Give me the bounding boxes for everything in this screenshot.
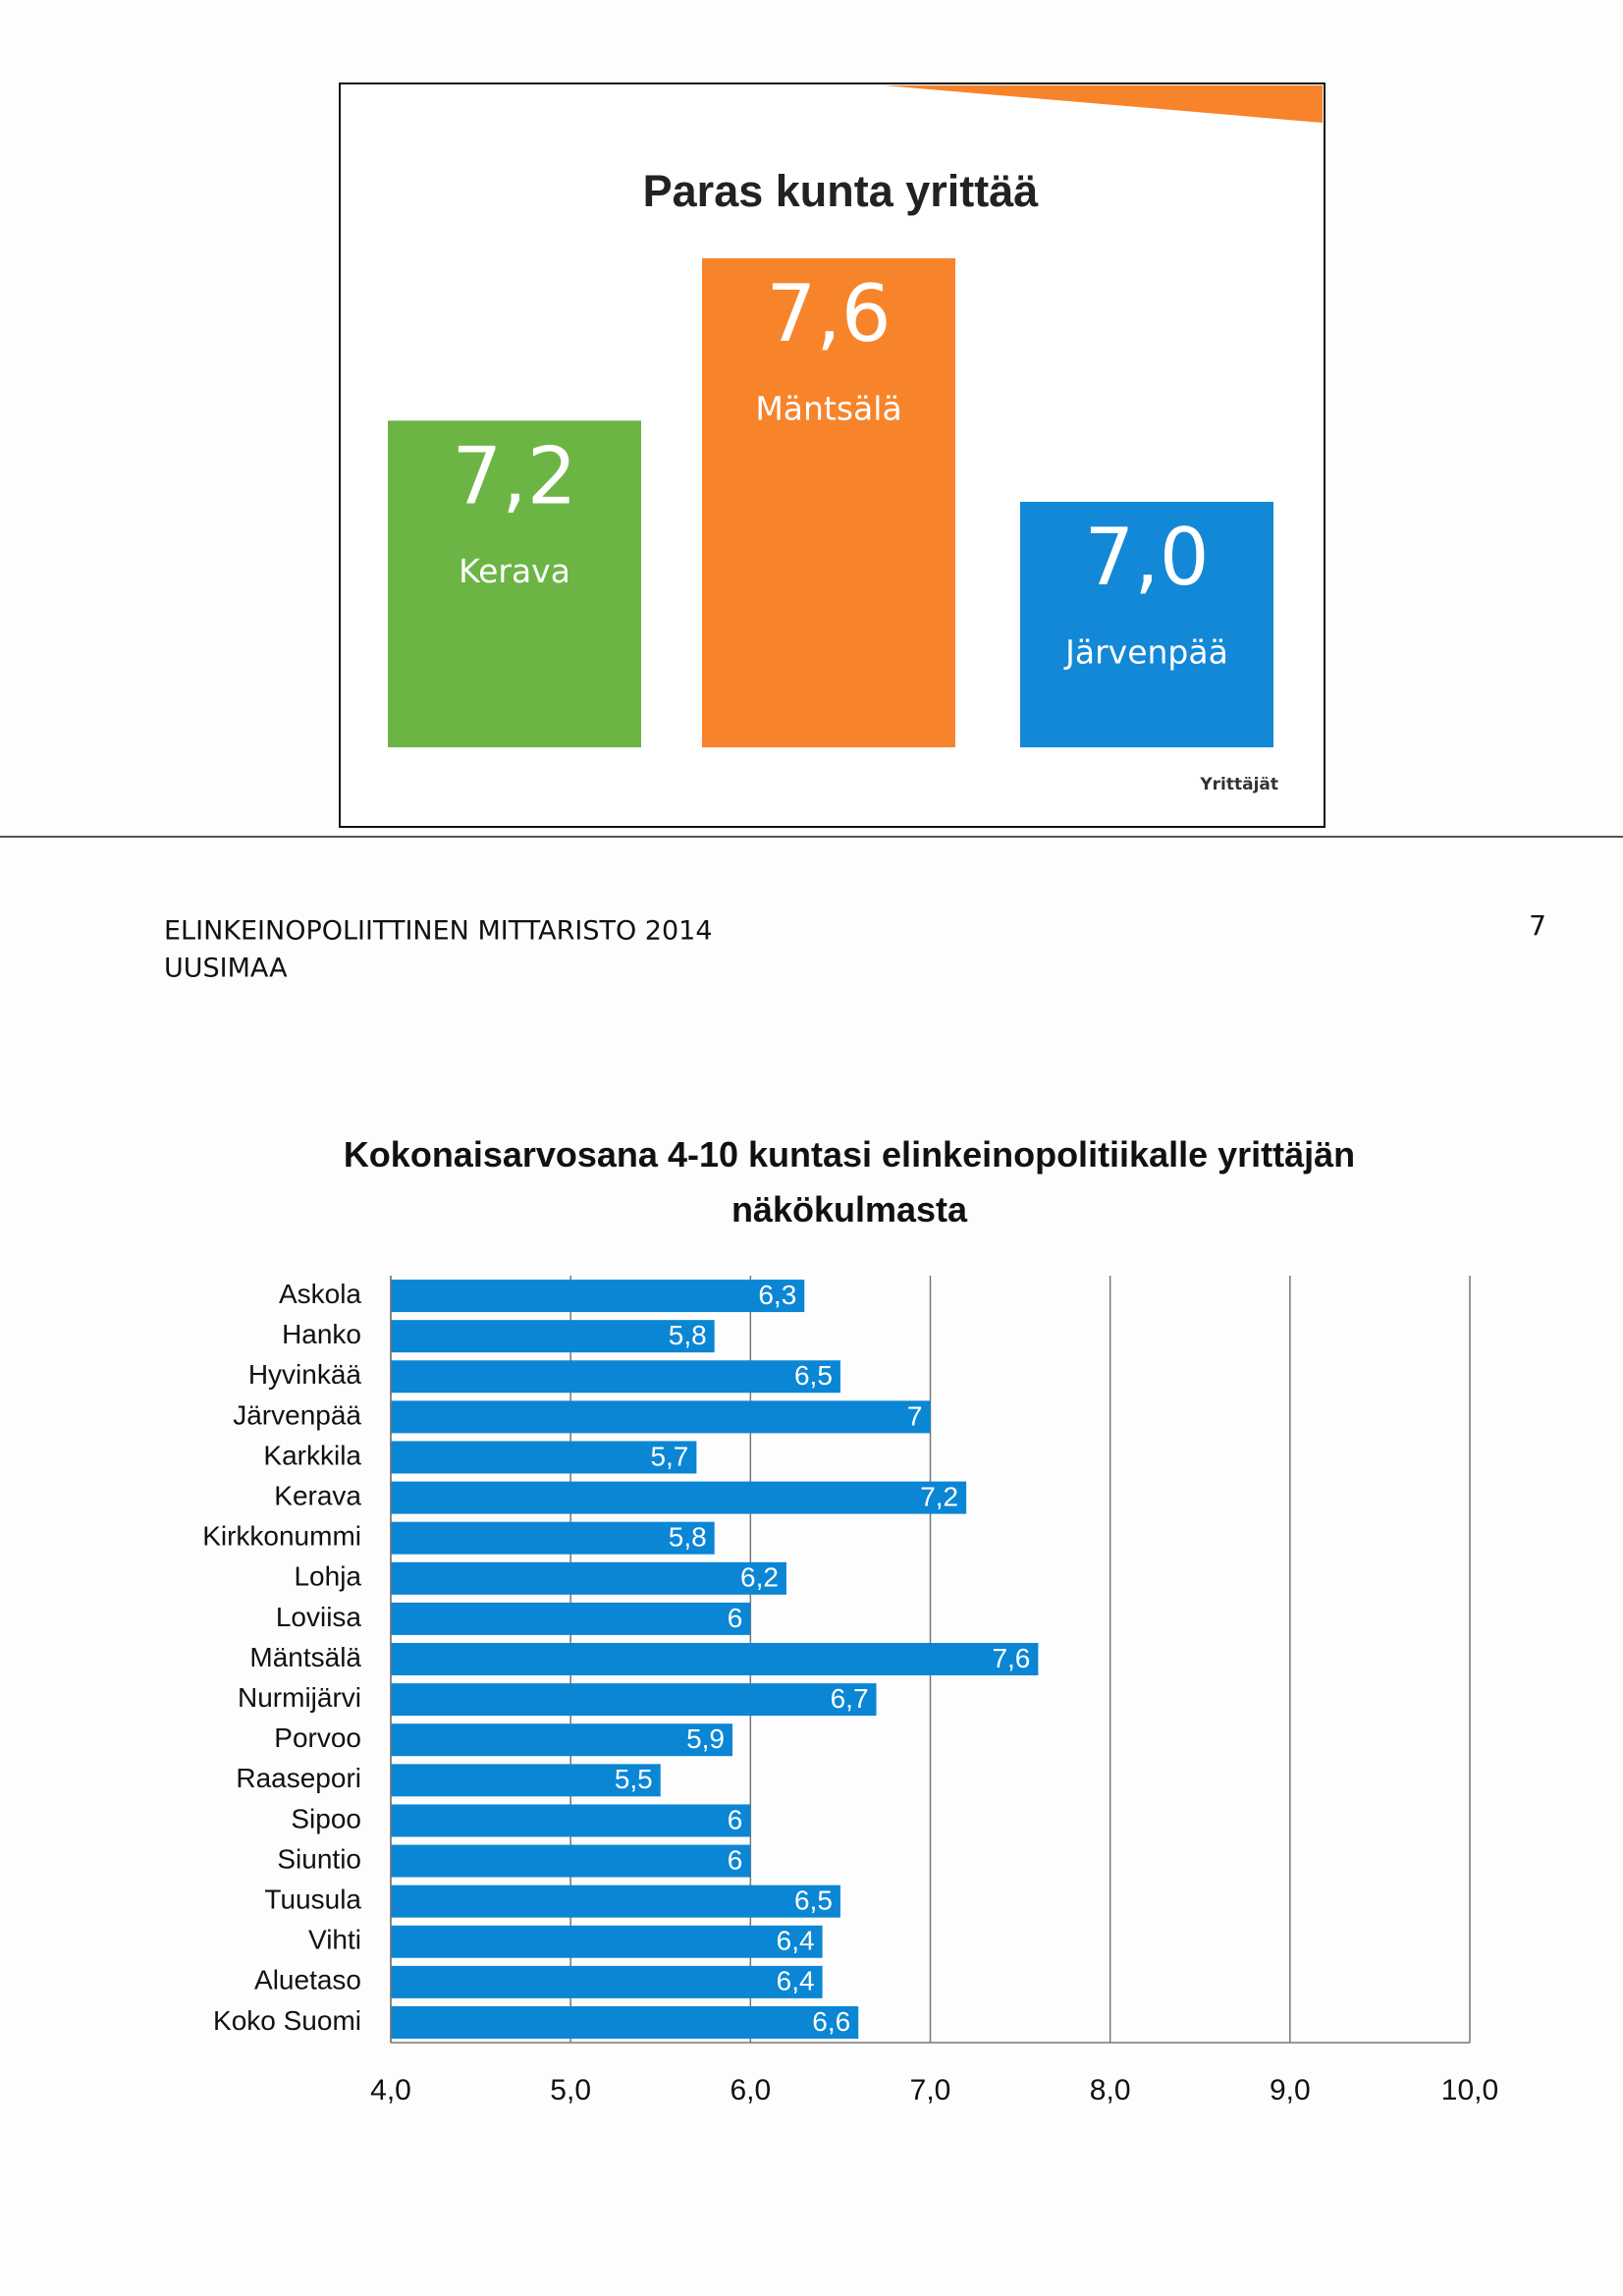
bar bbox=[391, 2005, 859, 2039]
y-tick-label: Nurmijärvi bbox=[238, 1682, 361, 1713]
value-label: 6,4 bbox=[777, 1926, 815, 1956]
value-label: 6,3 bbox=[758, 1280, 796, 1310]
value-label: 6,5 bbox=[794, 1360, 833, 1391]
bar bbox=[391, 1400, 931, 1434]
y-tick-label: Vihti bbox=[308, 1925, 361, 1955]
bar bbox=[391, 1683, 877, 1717]
value-label: 6,5 bbox=[794, 1886, 833, 1916]
bar-label: Järvenpää bbox=[1063, 633, 1228, 672]
x-tick-label: 9,0 bbox=[1270, 2074, 1311, 2106]
bar bbox=[391, 1764, 661, 1797]
page-number: 7 bbox=[1529, 909, 1546, 942]
bar bbox=[391, 1602, 751, 1635]
header-subtitle: UUSIMAA bbox=[164, 954, 288, 984]
x-tick-label: 6,0 bbox=[730, 2074, 771, 2106]
y-tick-label: Siuntio bbox=[277, 1843, 361, 1874]
y-tick-label: Hyvinkää bbox=[248, 1359, 362, 1390]
y-tick-label: Mäntsälä bbox=[249, 1642, 361, 1672]
bar bbox=[391, 1965, 823, 1998]
value-label: 6 bbox=[728, 1804, 743, 1834]
value-label: 7,0 bbox=[1084, 512, 1209, 603]
header-title: ELINKEINOPOLIITTINEN MITTARISTO 2014 bbox=[164, 916, 713, 947]
x-tick-label: 4,0 bbox=[370, 2074, 411, 2106]
value-label: 6,7 bbox=[831, 1683, 869, 1714]
bar bbox=[391, 1441, 697, 1474]
y-tick-label: Sipoo bbox=[291, 1803, 361, 1833]
y-tick-label: Loviisa bbox=[276, 1602, 362, 1632]
value-label: 6,2 bbox=[740, 1562, 779, 1593]
y-tick-label: Karkkila bbox=[263, 1440, 361, 1470]
y-tick-label: Tuusula bbox=[264, 1885, 361, 1915]
bar bbox=[702, 258, 955, 747]
y-tick-label: Kerava bbox=[274, 1480, 361, 1510]
value-label: 7,6 bbox=[766, 268, 891, 359]
slide-accent bbox=[884, 85, 1323, 123]
x-tick-label: 8,0 bbox=[1090, 2074, 1131, 2106]
bar bbox=[1020, 502, 1273, 747]
bar-label: Kerava bbox=[459, 552, 570, 590]
x-tick-label: 10,0 bbox=[1441, 2074, 1498, 2106]
value-label: 7,6 bbox=[992, 1643, 1030, 1673]
x-tick-label: 5,0 bbox=[550, 2074, 591, 2106]
value-label: 5,9 bbox=[686, 1723, 725, 1754]
bar bbox=[391, 1643, 1039, 1675]
value-label: 5,7 bbox=[650, 1441, 688, 1471]
value-label: 6 bbox=[728, 1603, 743, 1633]
bar bbox=[391, 1360, 840, 1394]
y-tick-label: Järvenpää bbox=[233, 1399, 361, 1430]
bar bbox=[391, 1804, 751, 1837]
value-label: 5,8 bbox=[669, 1522, 707, 1553]
bar bbox=[391, 1723, 733, 1757]
y-tick-label: Kirkkonummi bbox=[202, 1521, 361, 1552]
bar bbox=[391, 1521, 715, 1555]
y-tick-label: Koko Suomi bbox=[213, 2005, 361, 2036]
bar bbox=[391, 1481, 967, 1514]
y-tick-label: Raasepori bbox=[236, 1763, 361, 1793]
value-label: 6,6 bbox=[812, 2006, 850, 2037]
x-tick-label: 7,0 bbox=[910, 2074, 951, 2106]
value-label: 7 bbox=[907, 1400, 923, 1431]
chart-title-box: Kokonaisarvosana 4-10 kuntasi elinkeinop… bbox=[343, 1134, 1356, 1230]
y-tick-label: Aluetaso bbox=[254, 1965, 361, 1995]
bar bbox=[391, 1925, 823, 1958]
value-label: 6 bbox=[728, 1844, 743, 1875]
logo: Yrittäjät bbox=[1199, 775, 1278, 794]
value-label: 5,8 bbox=[669, 1320, 707, 1350]
value-label: 7,2 bbox=[920, 1481, 958, 1511]
y-tick-label: Askola bbox=[279, 1279, 361, 1309]
y-tick-label: Hanko bbox=[282, 1319, 361, 1349]
bar bbox=[391, 1844, 751, 1878]
bar bbox=[391, 1320, 715, 1353]
slide-title: Paras kunta yrittää bbox=[643, 166, 1040, 216]
chart-title: Kokonaisarvosana 4-10 kuntasi elinkeinop… bbox=[343, 1134, 1356, 1230]
bar-label: Mäntsälä bbox=[755, 390, 901, 428]
bar bbox=[391, 1280, 805, 1313]
value-label: 5,5 bbox=[615, 1764, 653, 1794]
value-label: 6,4 bbox=[777, 1966, 815, 1996]
y-tick-label: Lohja bbox=[294, 1561, 361, 1592]
bar bbox=[391, 1885, 840, 1918]
bar bbox=[391, 1561, 786, 1595]
value-label: 7,2 bbox=[452, 430, 576, 521]
bar bbox=[388, 420, 641, 747]
y-tick-label: Porvoo bbox=[274, 1722, 361, 1753]
